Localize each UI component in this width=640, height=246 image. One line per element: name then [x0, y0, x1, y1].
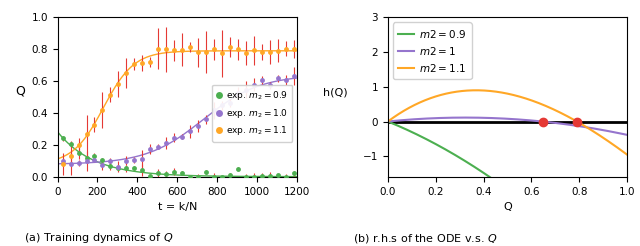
Text: (b) r.h.s of the ODE v.s. $Q$: (b) r.h.s of the ODE v.s. $Q$: [353, 231, 498, 245]
Y-axis label: h(Q): h(Q): [323, 87, 348, 97]
Y-axis label: Q: Q: [15, 84, 25, 97]
Legend: exp. $m_2 = 0.9$, exp. $m_2 = 1.0$, exp. $m_2 = 1.1$: exp. $m_2 = 0.9$, exp. $m_2 = 1.0$, exp.…: [212, 85, 292, 142]
Text: (a) Training dynamics of $Q$: (a) Training dynamics of $Q$: [24, 231, 174, 245]
X-axis label: t = k/N: t = k/N: [157, 202, 197, 212]
X-axis label: Q: Q: [503, 202, 512, 212]
Legend: $m2 = 0.9$, $m2 = 1$, $m2 = 1.1$: $m2 = 0.9$, $m2 = 1$, $m2 = 1.1$: [393, 22, 472, 79]
